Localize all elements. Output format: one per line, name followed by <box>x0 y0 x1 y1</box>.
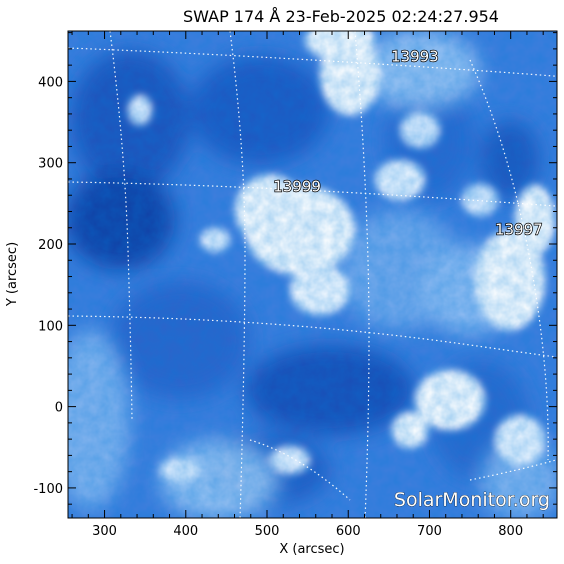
y-tick-label: 400 <box>38 75 63 90</box>
plot-frame <box>67 30 558 519</box>
x-tick-label: 400 <box>173 524 198 539</box>
y-tick-label: 300 <box>38 157 63 172</box>
active-region-label: 13999 <box>273 177 321 195</box>
x-axis-label: X (arcsec) <box>279 542 344 557</box>
x-tick-label: 300 <box>92 524 117 539</box>
x-tick-label: 700 <box>417 524 442 539</box>
x-axis: 300 400 500 600 700 800 <box>71 31 544 539</box>
y-tick-label: 100 <box>38 319 63 334</box>
active-region-label: 13993 <box>391 47 439 65</box>
x-tick-label: 600 <box>336 524 361 539</box>
y-axis-label: Y (arcsec) <box>5 242 20 307</box>
heliographic-grid <box>68 31 557 518</box>
y-tick-label: 0 <box>55 401 63 416</box>
y-tick-label: 200 <box>38 238 63 253</box>
x-tick-label: 800 <box>498 524 523 539</box>
solar-image <box>68 31 557 518</box>
y-axis: -100 0 100 200 300 400 <box>33 32 557 505</box>
active-region-label: 13997 <box>495 221 543 239</box>
y-tick-label: -100 <box>33 482 63 497</box>
plot-title: SWAP 174 Å 23-Feb-2025 02:24:27.954 <box>183 7 499 26</box>
active-region-labels: 13993 13999 13997 <box>273 47 544 240</box>
watermark: SolarMonitor.org <box>394 489 550 511</box>
x-tick-label: 500 <box>255 524 280 539</box>
